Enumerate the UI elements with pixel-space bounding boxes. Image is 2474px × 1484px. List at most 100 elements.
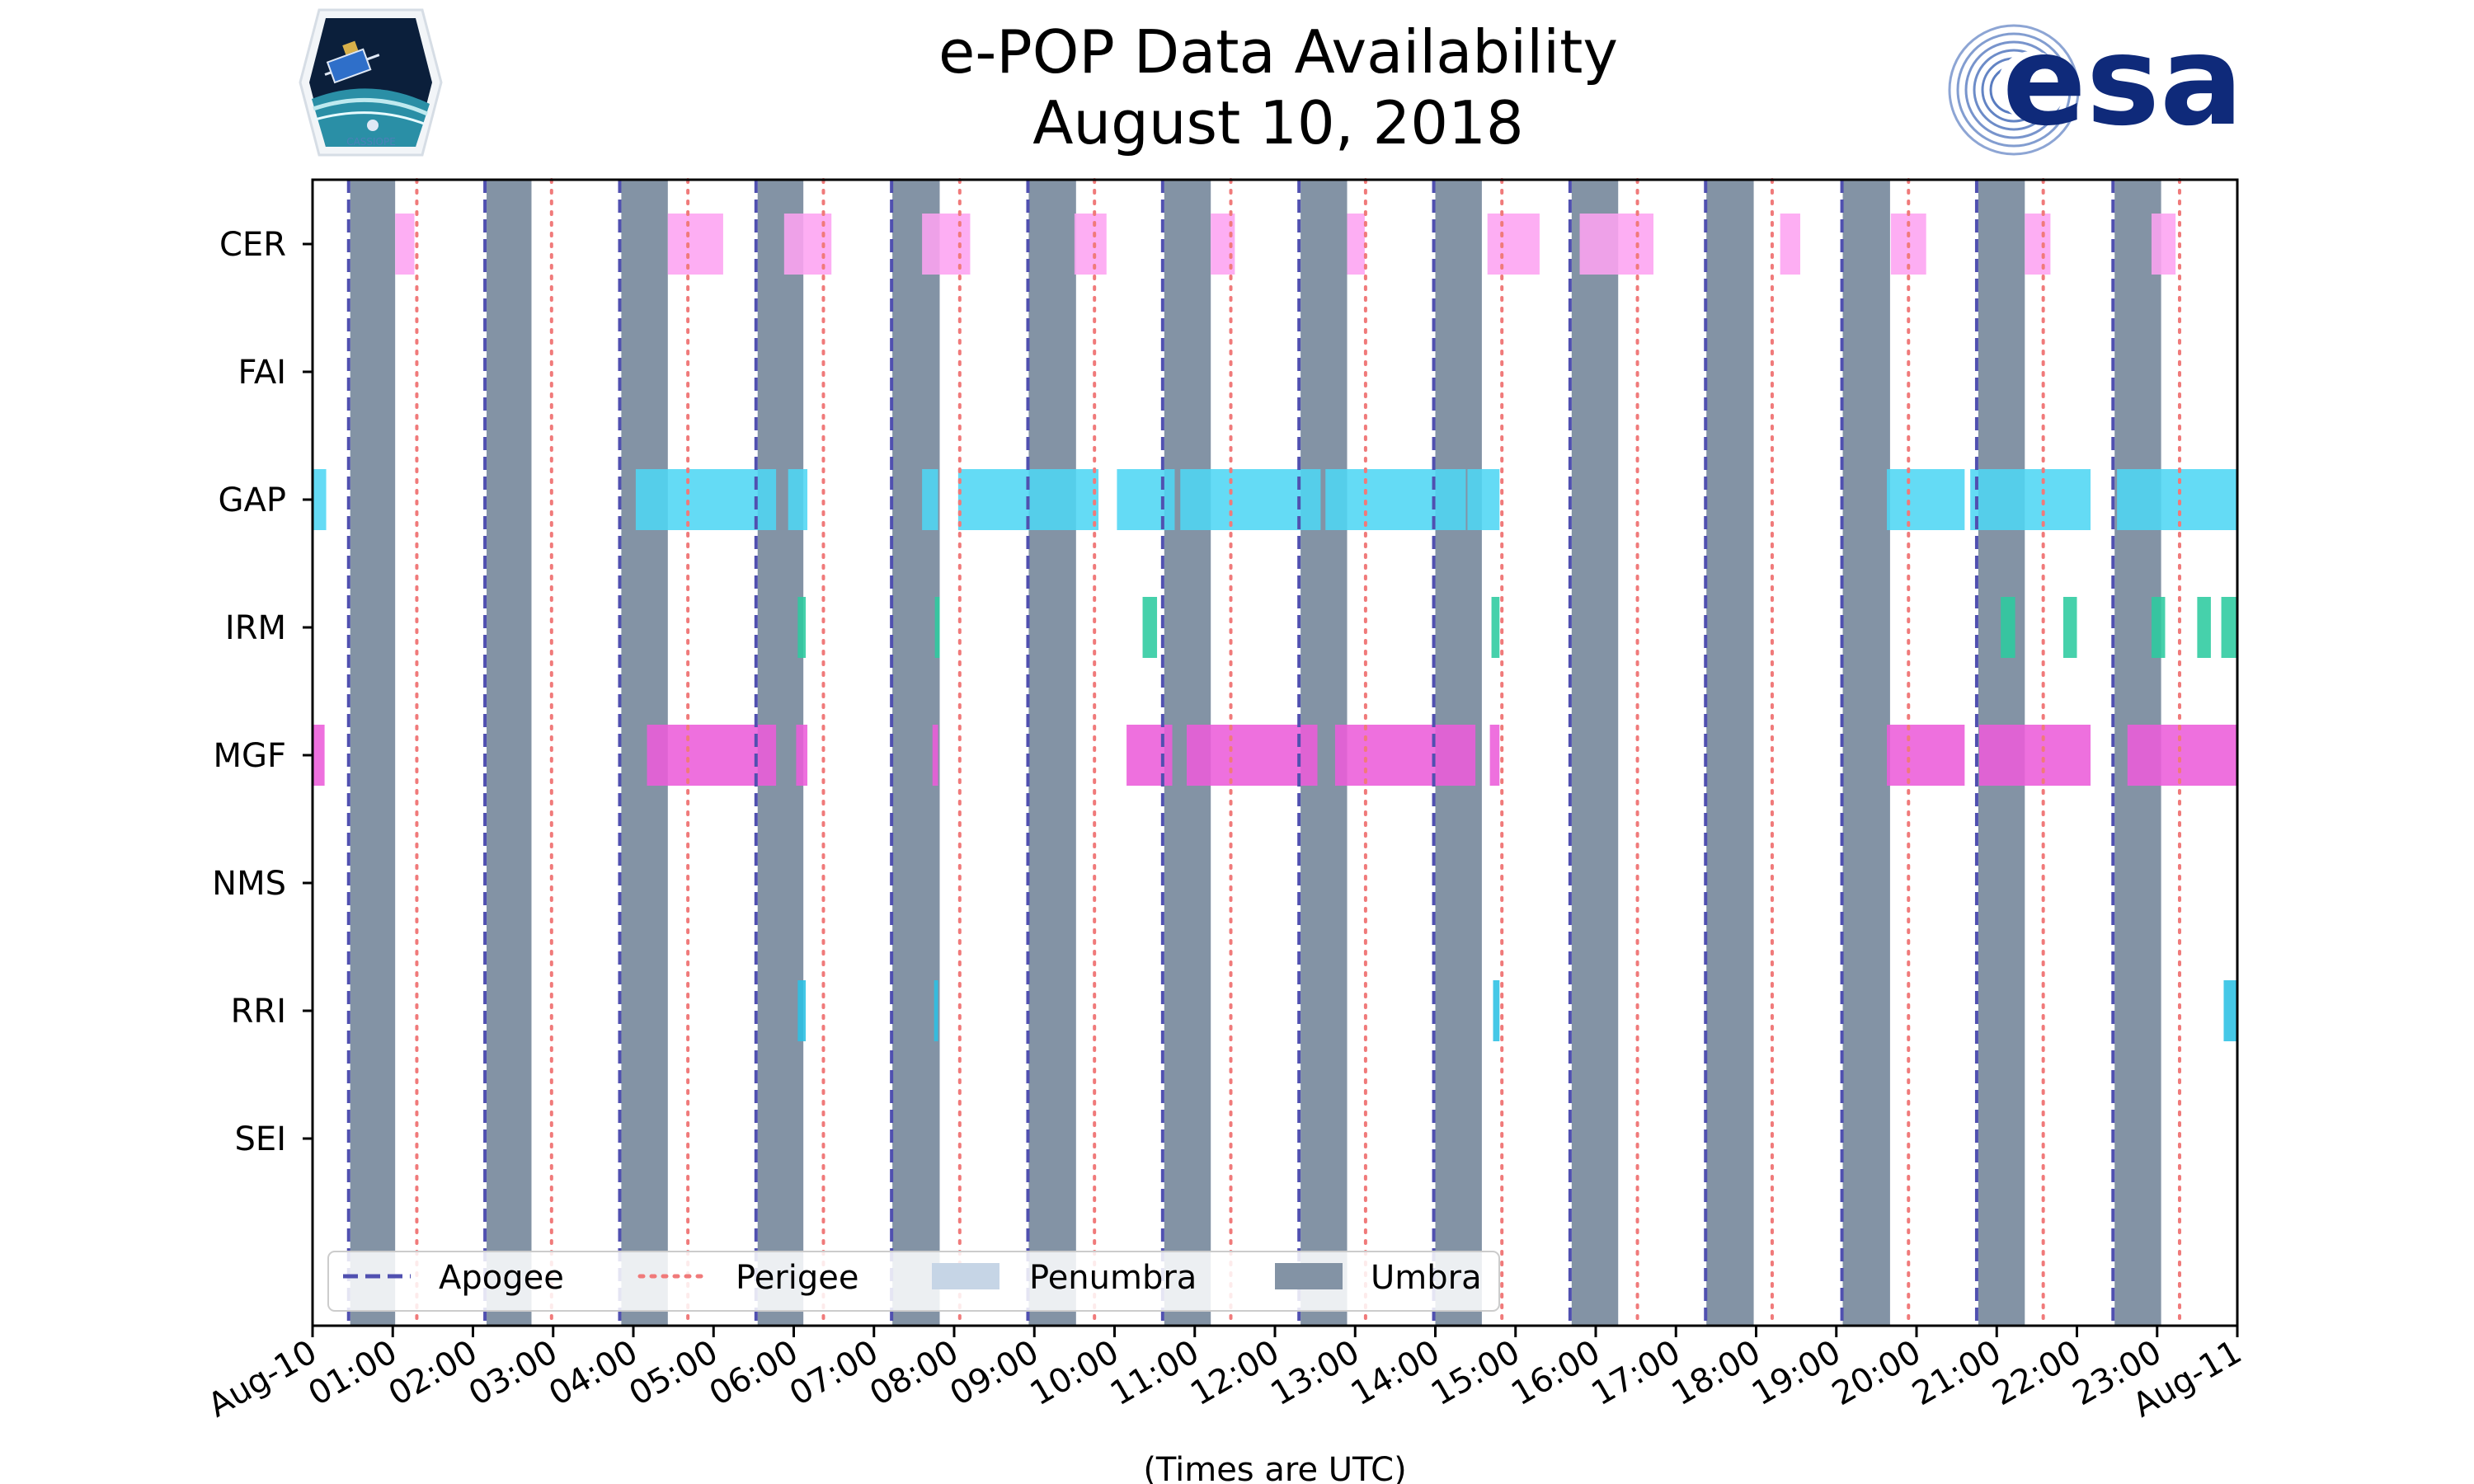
legend-penumbra-label: Penumbra <box>1029 1259 1197 1297</box>
chart-title: e-POP Data Availability <box>938 17 1618 87</box>
esa-logo: esa <box>1948 10 2243 156</box>
y-tick-label-rri: RRI <box>231 993 286 1031</box>
availability-bar-rri <box>934 980 938 1041</box>
availability-bar-mgf <box>932 725 938 786</box>
availability-bar-gap <box>1467 469 1500 530</box>
availability-bar-cer <box>1487 214 1540 275</box>
availability-bar-rri <box>1493 980 1500 1041</box>
legend-penumbra-swatch <box>932 1263 999 1289</box>
umbra-band <box>350 180 396 1326</box>
legend-umbra-swatch <box>1275 1263 1343 1289</box>
availability-bar-gap <box>1117 469 1175 530</box>
availability-bar-gap <box>1180 469 1321 530</box>
x-tick-label: 22:00 <box>1987 1333 2088 1413</box>
availability-bar-gap <box>1970 469 2091 530</box>
x-tick-label: 16:00 <box>1505 1333 1606 1413</box>
x-tick-label: 18:00 <box>1666 1333 1767 1413</box>
availability-bar-mgf <box>1978 725 2091 786</box>
availability-bar-mgf <box>313 725 325 786</box>
availability-bar-irm <box>1142 597 1158 658</box>
esa-logo-text: esa <box>2002 10 2243 153</box>
availability-bar-rri <box>2223 980 2237 1041</box>
availability-bar-gap <box>635 469 777 530</box>
y-tick-label-gap: GAP <box>219 481 286 519</box>
x-tick-label: 08:00 <box>863 1333 965 1413</box>
availability-bar-cer <box>395 214 415 275</box>
orbit-lines <box>346 178 2181 1327</box>
legend-perigee-label: Perigee <box>736 1259 858 1297</box>
y-tick-label-cer: CER <box>219 226 286 264</box>
availability-bar-cer <box>922 214 971 275</box>
availability-bar-rri <box>797 980 807 1041</box>
x-tick-label: 03:00 <box>463 1333 564 1413</box>
availability-bar-irm <box>2001 597 2015 658</box>
availability-bar-gap <box>2117 469 2237 530</box>
availability-bar-cer <box>2151 214 2176 275</box>
availability-bar-mgf <box>1489 725 1500 786</box>
legend-box <box>327 1251 1500 1312</box>
x-axis-label: (Times are UTC) <box>1143 1451 1406 1484</box>
x-tick-label: 07:00 <box>783 1333 885 1413</box>
availability-bar-cer <box>1347 214 1365 275</box>
y-tick-label-nms: NMS <box>212 865 286 903</box>
availability-bar-cer <box>667 214 723 275</box>
x-tick-label: 01:00 <box>302 1333 403 1413</box>
y-tick-label-mgf: MGF <box>213 737 286 775</box>
availability-bar-irm <box>797 597 807 658</box>
availability-bar-irm <box>2151 597 2166 658</box>
umbra-band <box>487 180 532 1326</box>
cassiope-logo: CASSIOPE <box>299 8 443 157</box>
x-tick-label: 14:00 <box>1345 1333 1446 1413</box>
availability-bar-irm <box>2062 597 2077 658</box>
x-tick-label: 21:00 <box>1906 1333 2007 1413</box>
x-axis: Aug-1001:0002:0003:0004:0005:0006:0007:0… <box>202 1326 2248 1425</box>
x-tick-label: 02:00 <box>383 1333 484 1413</box>
availability-bar-mgf <box>2127 725 2237 786</box>
y-tick-label-sei: SEI <box>235 1120 286 1158</box>
availability-bar-gap <box>922 469 938 530</box>
availability-bar-cer <box>2025 214 2051 275</box>
cassiope-logo-text: CASSIOPE <box>346 136 396 148</box>
y-tick-label-irm: IRM <box>225 609 286 647</box>
x-tick-label: 09:00 <box>943 1333 1045 1413</box>
availability-bar-mgf <box>1187 725 1318 786</box>
umbra-layer <box>350 180 2161 1326</box>
umbra-band <box>1571 180 1619 1326</box>
availability-bar-cer <box>1780 214 1800 275</box>
y-tick-label-fai: FAI <box>238 354 287 392</box>
availability-bar-mgf <box>796 725 808 786</box>
plot-area <box>311 178 2239 1327</box>
availability-bar-irm <box>2221 597 2237 658</box>
x-tick-label: 11:00 <box>1104 1333 1206 1413</box>
umbra-band <box>1028 180 1076 1326</box>
umbra-band <box>892 180 940 1326</box>
availability-bar-irm <box>1491 597 1500 658</box>
legend-umbra-label: Umbra <box>1371 1259 1482 1297</box>
x-tick-label: 19:00 <box>1746 1333 1847 1413</box>
x-tick-label: 04:00 <box>543 1333 644 1413</box>
x-tick-label: 20:00 <box>1826 1333 1927 1413</box>
x-tick-label: 10:00 <box>1024 1333 1126 1413</box>
x-tick-label: 12:00 <box>1184 1333 1286 1413</box>
legend: Apogee Perigee Penumbra Umbra <box>327 1251 1500 1312</box>
availability-bar-gap <box>1887 469 1965 530</box>
availability-bar-gap <box>313 469 327 530</box>
umbra-band <box>1706 180 1754 1326</box>
chart-subtitle: August 10, 2018 <box>1032 88 1523 157</box>
x-tick-label: 13:00 <box>1264 1333 1366 1413</box>
availability-bar-gap <box>788 469 808 530</box>
availability-bar-gap <box>1325 469 1466 530</box>
availability-bar-mgf <box>1126 725 1173 786</box>
availability-bar-mgf <box>1334 725 1476 786</box>
legend-apogee-label: Apogee <box>439 1259 564 1297</box>
availability-bar-cer <box>1579 214 1654 275</box>
availability-bar-mgf <box>1887 725 1965 786</box>
x-tick-label: 05:00 <box>623 1333 724 1413</box>
umbra-band <box>1842 180 1890 1326</box>
x-tick-label: 15:00 <box>1425 1333 1526 1413</box>
availability-bar-irm <box>2197 597 2211 658</box>
availability-bar-irm <box>934 597 940 658</box>
x-tick-label: 06:00 <box>703 1333 805 1413</box>
y-axis: CER FAI GAP IRM MGF NMS RRI SEI <box>212 226 313 1158</box>
